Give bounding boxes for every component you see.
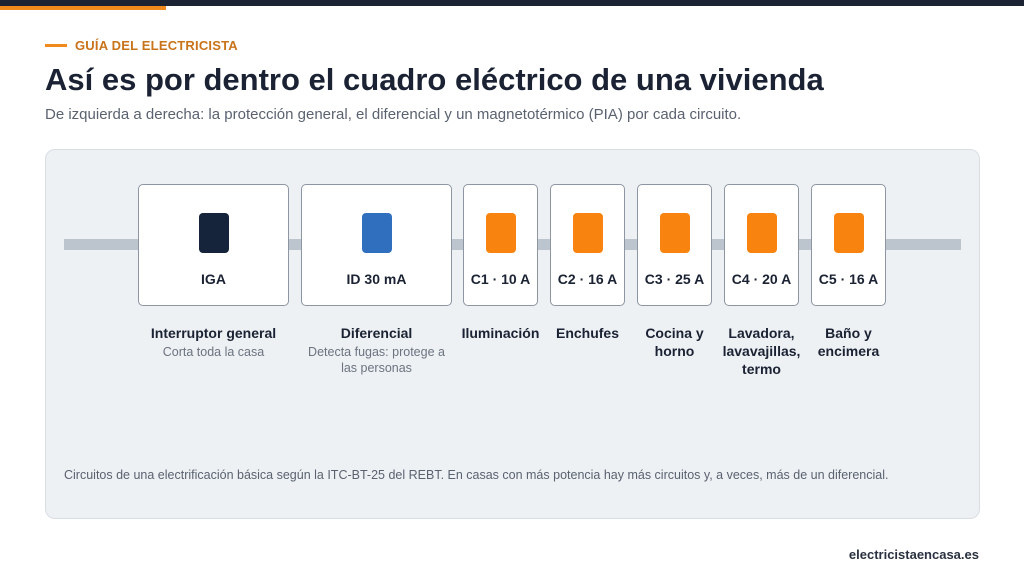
- site-url: electricistaencasa.es: [848, 547, 979, 562]
- lever-c4: [747, 213, 777, 253]
- breaker-c1: C1 · 10 A: [463, 184, 538, 306]
- breaker-iga: IGA: [138, 184, 289, 306]
- page-title: Así es por dentro el cuadro eléctrico de…: [45, 62, 824, 97]
- breaker-c3: C3 · 25 A: [637, 184, 712, 306]
- lever-c1: [486, 213, 516, 253]
- lever-c2: [573, 213, 603, 253]
- breaker-rating: C5 · 16 A: [818, 271, 879, 287]
- lever-id: [362, 213, 392, 253]
- label-name: Iluminación: [461, 325, 540, 341]
- lever-c3: [660, 213, 690, 253]
- breaker-rating: C1 · 10 A: [470, 271, 531, 287]
- label-c5: Baño y encimera: [806, 324, 891, 360]
- label-desc: Detecta fugas: protege a las personas: [308, 345, 445, 375]
- breaker-c2: C2 · 16 A: [550, 184, 625, 306]
- label-name: Lavadora, lavavajillas, termo: [722, 325, 801, 377]
- footnote: Circuitos de una electrificación básica …: [64, 468, 889, 482]
- top-accent-bar: [0, 6, 166, 10]
- label-iga: Interruptor general Corta toda la casa: [133, 324, 294, 360]
- breaker-c5: C5 · 16 A: [811, 184, 886, 306]
- label-desc: Corta toda la casa: [162, 345, 265, 359]
- label-name: Interruptor general: [150, 325, 277, 341]
- top-bar: [0, 0, 1024, 6]
- kicker-line: [45, 44, 67, 47]
- breaker-rating: C2 · 16 A: [557, 271, 618, 287]
- label-c2: Enchufes: [545, 324, 630, 342]
- kicker: GUÍA DEL ELECTRICISTA: [45, 38, 238, 53]
- breaker-rating: C4 · 20 A: [731, 271, 792, 287]
- label-name: Cocina y horno: [645, 325, 704, 359]
- breaker-rating: ID 30 mA: [346, 271, 407, 287]
- breaker-c4: C4 · 20 A: [724, 184, 799, 306]
- kicker-text: GUÍA DEL ELECTRICISTA: [75, 38, 238, 53]
- breaker-id: ID 30 mA: [301, 184, 452, 306]
- label-name: Enchufes: [555, 325, 619, 341]
- label-c1: Iluminación: [458, 324, 543, 342]
- lever-c5: [834, 213, 864, 253]
- label-c4: Lavadora, lavavajillas, termo: [719, 324, 804, 378]
- label-c3: Cocina y horno: [632, 324, 717, 360]
- breaker-rating: C3 · 25 A: [644, 271, 705, 287]
- label-name: Baño y encimera: [817, 325, 880, 359]
- label-id: Diferencial Detecta fugas: protege a las…: [296, 324, 457, 376]
- breaker-rating: IGA: [201, 271, 226, 287]
- page-subtitle: De izquierda a derecha: la protección ge…: [45, 106, 742, 123]
- lever-iga: [199, 213, 229, 253]
- label-name: Diferencial: [340, 325, 413, 341]
